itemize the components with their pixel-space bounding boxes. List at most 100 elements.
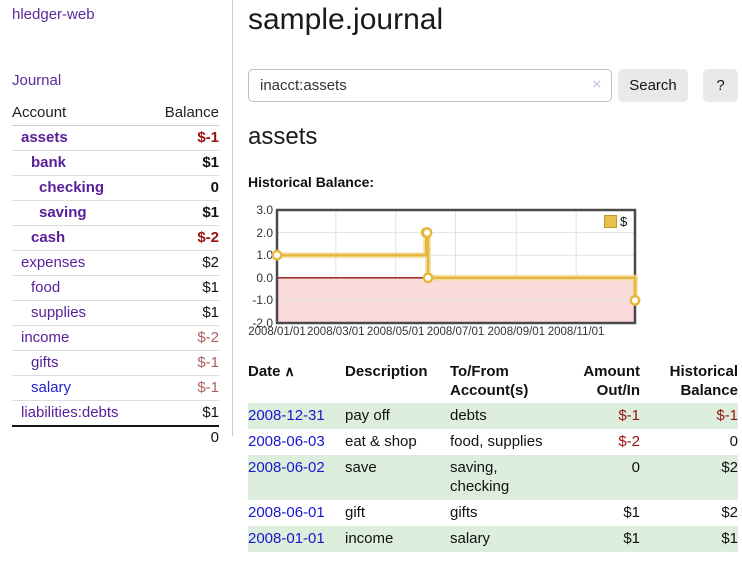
historical-balance-chart: 3.0 2.0 1.0 0.0 -1.0 -2.0 $ 2008/01/01 2… xyxy=(248,203,668,353)
register-row: 2008-06-02 save saving, checking 0 $2 xyxy=(248,455,738,500)
account-balance: $1 xyxy=(152,200,219,226)
transaction-date-link[interactable]: 2008-06-01 xyxy=(248,504,325,521)
transaction-accounts: gifts xyxy=(450,504,478,521)
clear-search-icon[interactable]: × xyxy=(592,76,601,93)
y-tick-label: -1.0 xyxy=(252,293,273,308)
account-link-bank[interactable]: bank xyxy=(31,154,67,171)
register-row: 2008-12-31 pay off debts $-1 $-1 xyxy=(248,403,738,429)
account-balance: $-2 xyxy=(152,225,219,251)
column-header-accounts: To/From Account(s) xyxy=(450,363,529,399)
transaction-amount: 0 xyxy=(631,459,640,476)
transaction-description: income xyxy=(345,530,394,547)
account-balance: $1 xyxy=(202,404,219,421)
y-tick-label: 0.0 xyxy=(256,270,273,285)
account-row-liabilities-debts: liabilities:debts $1 xyxy=(12,401,219,427)
search-box: × xyxy=(248,69,612,102)
legend-swatch-icon xyxy=(604,215,617,228)
search-form: × Search ? xyxy=(248,69,738,102)
account-link-assets[interactable]: assets xyxy=(21,129,68,146)
transaction-balance: $2 xyxy=(721,504,738,521)
register-table: Date ∧ Description To/From Account(s) Amo… xyxy=(248,359,738,552)
accounts-total-row: 0 xyxy=(12,425,219,450)
chart-legend: $ xyxy=(602,213,630,230)
account-row-checking: checking 0 xyxy=(12,175,219,201)
transaction-date-link[interactable]: 2008-01-01 xyxy=(248,530,325,547)
account-row-salary: salary $-1 xyxy=(12,375,219,401)
account-row-bank: bank $1 xyxy=(12,150,219,176)
account-row-saving: saving $1 xyxy=(12,200,219,226)
transaction-description: pay off xyxy=(345,407,390,424)
accounts-balance-table: Account Balance assets $-1 bank $1 check… xyxy=(12,102,219,450)
x-tick-label: 2008/07/01 xyxy=(426,326,485,338)
column-header-date[interactable]: Date ∧ xyxy=(248,359,345,403)
y-tick-label: 1.0 xyxy=(256,248,273,263)
y-tick-label: -2.0 xyxy=(252,316,273,330)
transaction-amount: $-1 xyxy=(618,407,640,424)
transaction-description: save xyxy=(345,459,377,476)
transaction-balance: $1 xyxy=(721,530,738,547)
account-column-header: Account xyxy=(12,102,152,126)
sidebar: hledger-web Journal Account Balance asse… xyxy=(0,0,233,450)
account-balance: $1 xyxy=(152,150,219,176)
transaction-amount: $1 xyxy=(623,530,640,547)
account-balance: $-1 xyxy=(152,375,219,401)
register-header-row: Date ∧ Description To/From Account(s) Amo… xyxy=(248,359,738,403)
account-row-income: income $-2 xyxy=(12,325,219,351)
chart-title: Historical Balance: xyxy=(248,174,375,190)
column-header-balance: Historical Balance xyxy=(669,363,738,399)
search-input[interactable] xyxy=(248,69,612,102)
account-balance: 0 xyxy=(152,175,219,201)
account-row-gifts: gifts $-1 xyxy=(12,350,219,376)
accounts-table-header: Account Balance xyxy=(12,102,219,126)
account-link-gifts[interactable]: gifts xyxy=(31,354,59,371)
sort-ascending-icon: ∧ xyxy=(284,363,295,379)
account-link-expenses[interactable]: expenses xyxy=(21,254,86,271)
brand-link[interactable]: hledger-web xyxy=(12,6,95,23)
x-tick-label: 2008/09/01 xyxy=(487,326,546,338)
transaction-accounts: salary xyxy=(450,530,491,547)
legend-label: $ xyxy=(620,214,628,229)
account-link-food[interactable]: food xyxy=(31,279,61,296)
x-tick-label: 2008/01/01 xyxy=(248,326,306,338)
transaction-accounts: debts xyxy=(450,407,487,424)
account-balance: $1 xyxy=(152,275,219,301)
transaction-amount: $-2 xyxy=(618,433,640,450)
transaction-date-link[interactable]: 2008-06-03 xyxy=(248,433,325,450)
y-tick-label: 3.0 xyxy=(256,203,273,217)
x-tick-label: 2008/03/01 xyxy=(307,326,365,338)
transaction-accounts: saving, checking xyxy=(450,459,510,495)
search-button[interactable]: Search xyxy=(618,69,688,102)
account-row-cash: cash $-2 xyxy=(12,225,219,251)
account-link-salary[interactable]: salary xyxy=(31,379,72,396)
transaction-balance: $-1 xyxy=(716,407,738,424)
account-balance: $2 xyxy=(152,250,219,276)
x-tick-label: 2008/05/01 xyxy=(366,326,425,338)
x-tick-label: 2008/11/01 xyxy=(547,326,605,338)
transaction-date-link[interactable]: 2008-06-02 xyxy=(248,459,325,476)
account-link-liabilities-debts[interactable]: liabilities:debts xyxy=(21,404,119,421)
date-header-label: Date xyxy=(248,363,281,380)
account-row-expenses: expenses $2 xyxy=(12,250,219,276)
account-balance: $-2 xyxy=(152,325,219,351)
register-row: 2008-01-01 income salary $1 $1 xyxy=(248,526,738,552)
account-link-saving[interactable]: saving xyxy=(39,204,87,221)
account-balance: $-1 xyxy=(152,125,219,151)
account-link-supplies[interactable]: supplies xyxy=(31,304,87,321)
transaction-accounts: food, supplies xyxy=(450,433,543,450)
help-button[interactable]: ? xyxy=(703,69,738,102)
account-link-cash[interactable]: cash xyxy=(31,229,66,246)
main-content: sample.journal × Search ? assets Histori… xyxy=(248,0,738,582)
account-link-checking[interactable]: checking xyxy=(39,179,105,196)
transaction-date-link[interactable]: 2008-12-31 xyxy=(248,407,325,424)
register-row: 2008-06-03 eat & shop food, supplies $-2… xyxy=(248,429,738,455)
account-row-assets: assets $-1 xyxy=(12,125,219,151)
sidebar-item-journal[interactable]: Journal xyxy=(12,72,62,89)
transaction-balance: $2 xyxy=(721,459,738,476)
account-balance: $1 xyxy=(152,300,219,326)
account-balance: $-1 xyxy=(152,350,219,376)
register-row: 2008-06-01 gift gifts $1 $2 xyxy=(248,500,738,526)
column-header-description: Description xyxy=(345,363,428,380)
y-tick-label: 2.0 xyxy=(256,225,273,240)
account-link-income[interactable]: income xyxy=(21,329,70,346)
